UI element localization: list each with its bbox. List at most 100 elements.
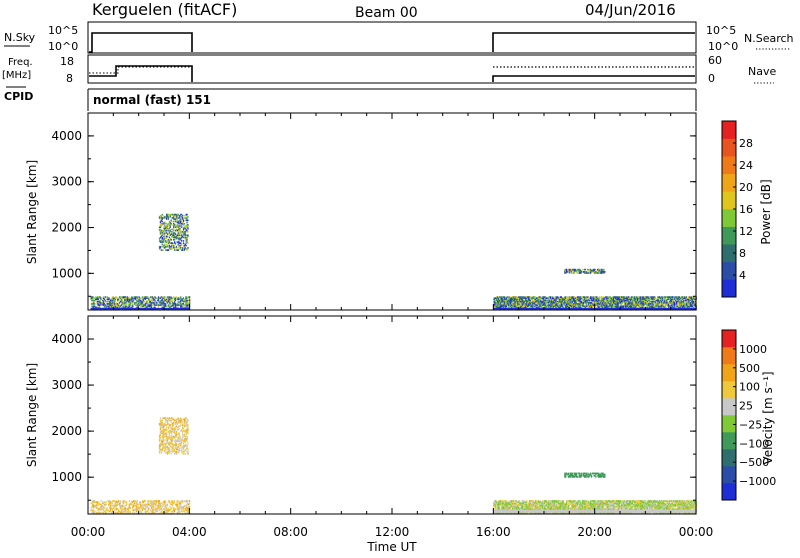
range-cell [118,500,119,502]
range-cell [526,500,527,502]
cpid-label: CPID [4,90,33,103]
range-cell [163,241,164,243]
range-cell [142,504,143,506]
range-cell [189,296,190,298]
nsearch-tick-top: 10^5 [706,24,736,37]
nsky-tick-bottom: 10^0 [48,40,78,53]
power-x-ticks [88,113,696,310]
nsky-trace [89,33,695,52]
freq-label-top: Freq. [8,57,33,68]
range-cell [164,439,165,441]
range-cell [183,220,184,222]
range-cell [159,500,160,502]
cpid-program: normal (fast) 151 [93,93,211,107]
range-cell [499,507,500,509]
range-cell [176,431,177,433]
freq-frame [88,55,696,83]
nave-label: Nave [748,65,776,78]
nave-tick-bottom: 0 [708,72,715,85]
range-cell [123,505,124,507]
range-cell [189,503,190,505]
range-cell [577,272,578,274]
nsky-panel: N.Sky 10^5 10^0 10^5 10^0 N.Search [4,22,794,53]
range-cell [597,296,598,298]
colorbar-segment [722,121,736,139]
range-cell [187,242,188,244]
range-cell [184,217,185,219]
range-cell [184,500,185,502]
range-cell [163,249,164,251]
range-cell [101,297,102,299]
range-cell [132,512,133,514]
range-cell [179,511,180,513]
range-cell [94,511,95,513]
site-title: Kerguelen (fitACF) [92,0,237,19]
range-cell [173,422,174,424]
range-cell [187,500,188,502]
range-cell [157,511,158,513]
range-cell [184,215,185,217]
y-tick-label: 2000 [51,221,82,235]
range-cell [187,427,188,429]
range-cell [123,500,124,502]
range-cell [156,500,157,502]
range-cell [167,245,168,247]
range-cell [182,215,183,217]
range-cell [187,216,188,218]
colorbar-tick-label: 20 [739,181,753,194]
range-cell [106,512,107,514]
range-cell [148,500,149,502]
range-cell [120,500,121,502]
range-cell [178,432,179,434]
range-cell [171,239,172,241]
range-cell [171,229,172,231]
range-cell [187,234,188,236]
range-cell [153,508,154,510]
range-cell [171,420,172,422]
range-cell [162,221,163,223]
range-cell [130,511,131,513]
range-cell [138,504,139,506]
range-cell [129,500,130,502]
range-cell [178,428,179,430]
range-cell [655,296,656,298]
range-cell [177,500,178,502]
range-cell [628,296,629,298]
range-cell [182,247,183,249]
range-cell [183,428,184,430]
range-cell [186,214,187,216]
range-cell [187,451,188,453]
range-cell [599,269,600,271]
range-cell [169,447,170,449]
range-cell [183,443,184,445]
range-cell [171,453,172,455]
range-cell [144,301,145,303]
range-cell [187,231,188,233]
range-cell [172,242,173,244]
range-cell [571,272,572,274]
range-cell [519,500,520,502]
range-cell [183,240,184,242]
range-cell [183,297,184,299]
freq-tick-top: 18 [60,55,74,68]
range-cell [168,216,169,218]
range-cell [172,505,173,507]
range-cell [167,236,168,238]
range-cell [171,221,172,223]
range-cell [126,303,127,305]
range-cell [182,500,183,502]
nave-tick-top: 60 [708,54,722,67]
range-cell [179,225,180,227]
y-tick-label: 1000 [51,266,82,280]
range-cell [165,417,166,419]
range-cell [184,433,185,435]
range-cell [185,453,186,455]
range-cell [122,508,123,510]
range-cell [176,296,177,298]
range-cell [152,304,153,306]
range-cell [187,448,188,450]
range-cell [92,296,93,298]
